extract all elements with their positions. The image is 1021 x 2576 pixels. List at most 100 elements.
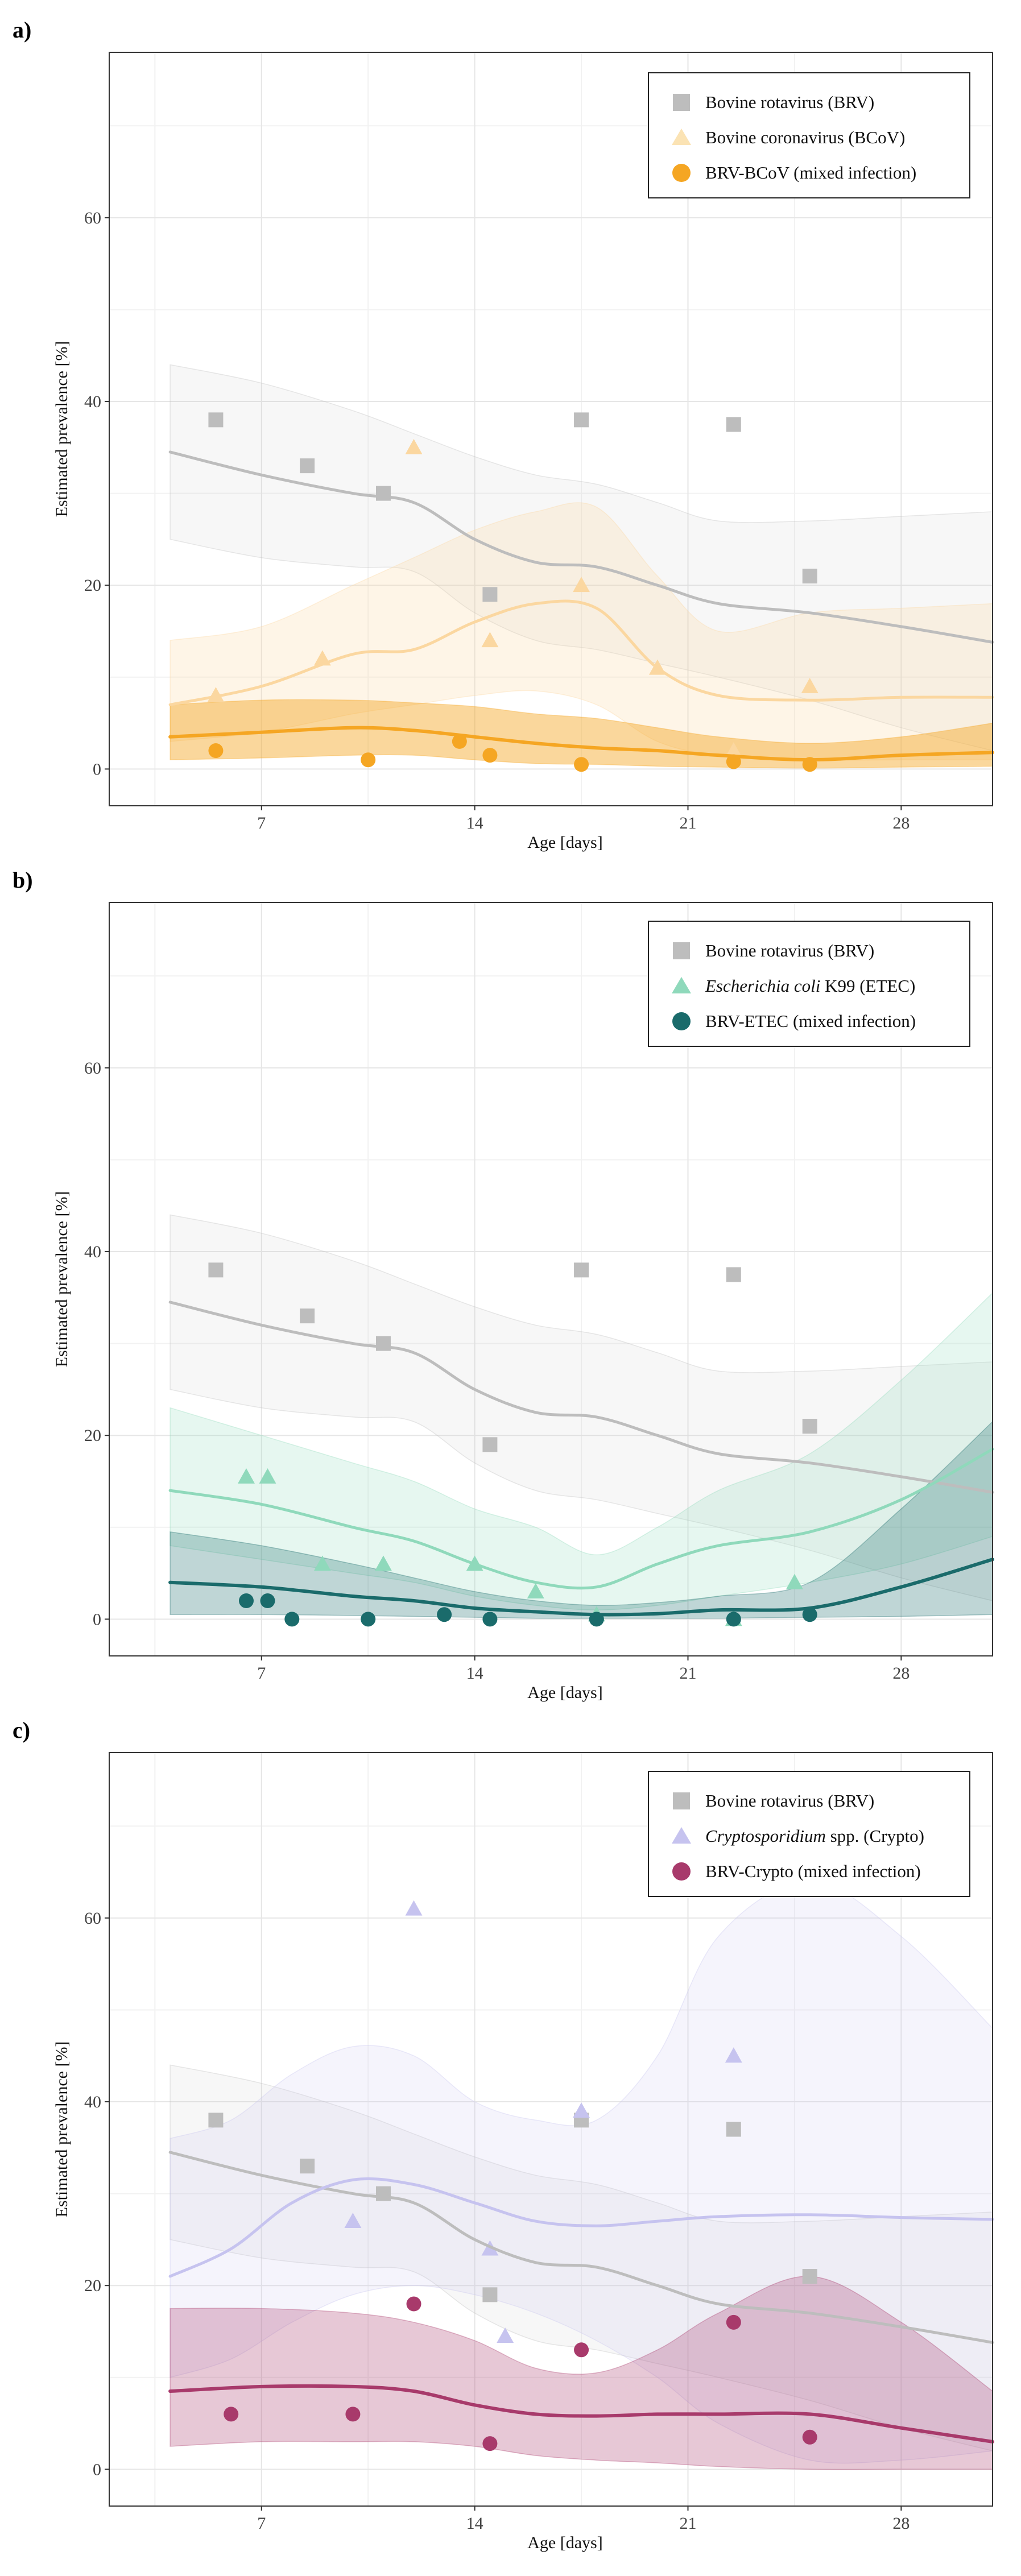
confidence-band-series-3 xyxy=(170,2276,993,2470)
data-point-series-3 xyxy=(726,1612,741,1627)
legend: Bovine rotavirus (BRV) Cryptosporidium sp… xyxy=(648,1771,970,1897)
legend-label: BRV-Crypto (mixed infection) xyxy=(705,1861,921,1881)
legend-swatch-square xyxy=(673,94,690,111)
data-point-series-3 xyxy=(482,1612,498,1627)
chart-panel-1: a) 0 20 40 60 7 14 21 28 Age [days] Estimated prev… xyxy=(13,17,994,852)
legend-label-suffix: spp. (Crypto) xyxy=(826,1826,924,1846)
legend-box xyxy=(648,72,970,198)
trend-line-series-2 xyxy=(168,2177,994,2278)
data-point-series-3 xyxy=(345,2407,361,2422)
y-tick-label: 40 xyxy=(84,2093,101,2111)
data-point-series-2 xyxy=(405,1900,423,1916)
data-point-series-3 xyxy=(452,734,467,749)
data-point-series-3 xyxy=(361,1612,376,1627)
confidence-band-series-2 xyxy=(170,502,993,761)
y-tick-label: 60 xyxy=(84,1909,101,1928)
legend-swatch-triangle xyxy=(672,1827,691,1844)
data-point-series-2 xyxy=(259,1468,276,1484)
data-point-series-1 xyxy=(726,417,741,432)
x-tick-label: 14 xyxy=(466,814,483,833)
data-point-series-1 xyxy=(208,2113,224,2128)
plot-frame xyxy=(109,52,993,806)
data-point-series-2 xyxy=(725,2047,742,2063)
y-tick-label: 20 xyxy=(84,2276,101,2295)
legend-label: Bovine rotavirus (BRV) xyxy=(705,941,874,960)
y-tick-label: 0 xyxy=(93,760,101,778)
x-tick-label: 14 xyxy=(466,1664,483,1683)
legend-label: BRV-ETEC (mixed infection) xyxy=(705,1011,916,1031)
data-point-series-2 xyxy=(497,2327,514,2343)
y-tick-label: 0 xyxy=(93,2460,101,2479)
data-point-series-1 xyxy=(802,2269,817,2284)
legend-label: Bovine rotavirus (BRV) xyxy=(705,1791,874,1811)
data-point-series-3 xyxy=(238,1593,254,1609)
chart-panel-3: c) 0 20 40 60 7 14 21 28 Age [days] Estimated prev… xyxy=(13,1717,994,2552)
data-point-series-1 xyxy=(300,458,315,474)
data-point-series-1 xyxy=(300,1308,315,1324)
x-tick-label: 28 xyxy=(892,1664,910,1683)
legend-swatch-square xyxy=(673,942,690,959)
plot-frame xyxy=(109,1752,993,2507)
data-point-series-1 xyxy=(726,1267,741,1282)
data-point-series-2 xyxy=(405,438,423,454)
data-point-series-3 xyxy=(361,752,376,768)
data-point-series-1 xyxy=(574,1262,589,1278)
data-point-series-2 xyxy=(801,677,819,693)
x-tick-label: 28 xyxy=(892,814,910,833)
x-tick-label: 7 xyxy=(257,2514,266,2533)
y-tick-label: 40 xyxy=(84,392,101,411)
data-point-series-3 xyxy=(482,748,498,763)
data-point-series-1 xyxy=(802,1419,817,1434)
data-point-series-1 xyxy=(802,569,817,584)
confidence-band-series-2 xyxy=(170,1291,993,1610)
panel-label: a) xyxy=(13,17,31,43)
legend-swatch-triangle xyxy=(672,129,691,145)
data-point-series-2 xyxy=(238,1468,255,1484)
y-tick-label: 60 xyxy=(84,1059,101,1078)
legend-box xyxy=(648,1771,970,1897)
legend-label-italic: Cryptosporidium xyxy=(705,1826,826,1846)
legend-swatch-triangle xyxy=(672,977,691,993)
trend-line-series-2 xyxy=(168,599,994,706)
data-point-series-3 xyxy=(437,1607,452,1622)
panel-label: c) xyxy=(13,1717,30,1743)
data-point-series-1 xyxy=(574,412,589,428)
x-axis-title: Age [days] xyxy=(527,2533,602,2552)
data-point-series-3 xyxy=(260,1593,275,1609)
legend-box xyxy=(648,921,970,1047)
data-point-series-3 xyxy=(574,2342,589,2358)
x-tick-label: 7 xyxy=(257,1664,266,1683)
legend-label: BRV-BCoV (mixed infection) xyxy=(705,163,916,183)
data-point-series-3 xyxy=(726,2314,741,2330)
data-point-series-2 xyxy=(573,2102,590,2118)
data-point-series-2 xyxy=(573,577,590,593)
y-axis-title: Estimated prevalence [%] xyxy=(52,2041,71,2218)
y-axis-title: Estimated prevalence [%] xyxy=(52,341,71,517)
legend-label: Cryptosporidium spp. (Crypto) xyxy=(705,1826,924,1846)
data-point-series-2 xyxy=(527,1583,544,1598)
trend-line-series-1 xyxy=(168,1301,994,1494)
data-point-series-1 xyxy=(482,1437,498,1452)
data-point-series-1 xyxy=(208,412,224,428)
trend-line-series-1 xyxy=(168,2151,994,2344)
x-tick-label: 21 xyxy=(679,2514,696,2533)
legend-label-suffix: K99 (ETEC) xyxy=(820,976,915,996)
data-point-series-1 xyxy=(300,2159,315,2174)
legend-swatch-circle xyxy=(672,1862,691,1881)
y-tick-label: 20 xyxy=(84,576,101,595)
legend: Bovine rotavirus (BRV) Escherichia coli K… xyxy=(648,921,970,1047)
data-point-series-3 xyxy=(802,2429,817,2445)
data-point-series-3 xyxy=(482,2436,498,2451)
x-tick-label: 21 xyxy=(679,1664,696,1683)
legend-swatch-circle xyxy=(672,164,691,182)
data-point-series-2 xyxy=(481,632,499,648)
data-point-series-2 xyxy=(375,1555,392,1571)
data-point-series-3 xyxy=(224,2407,239,2422)
chart-panel-2: b) 0 20 40 60 7 14 21 28 Age [days] Estimated prev… xyxy=(13,867,994,1702)
data-point-series-1 xyxy=(208,1262,224,1278)
data-point-series-1 xyxy=(482,587,498,602)
data-point-series-2 xyxy=(344,2213,362,2229)
confidence-band-series-2 xyxy=(170,1881,993,2464)
x-axis-title: Age [days] xyxy=(527,1683,602,1702)
